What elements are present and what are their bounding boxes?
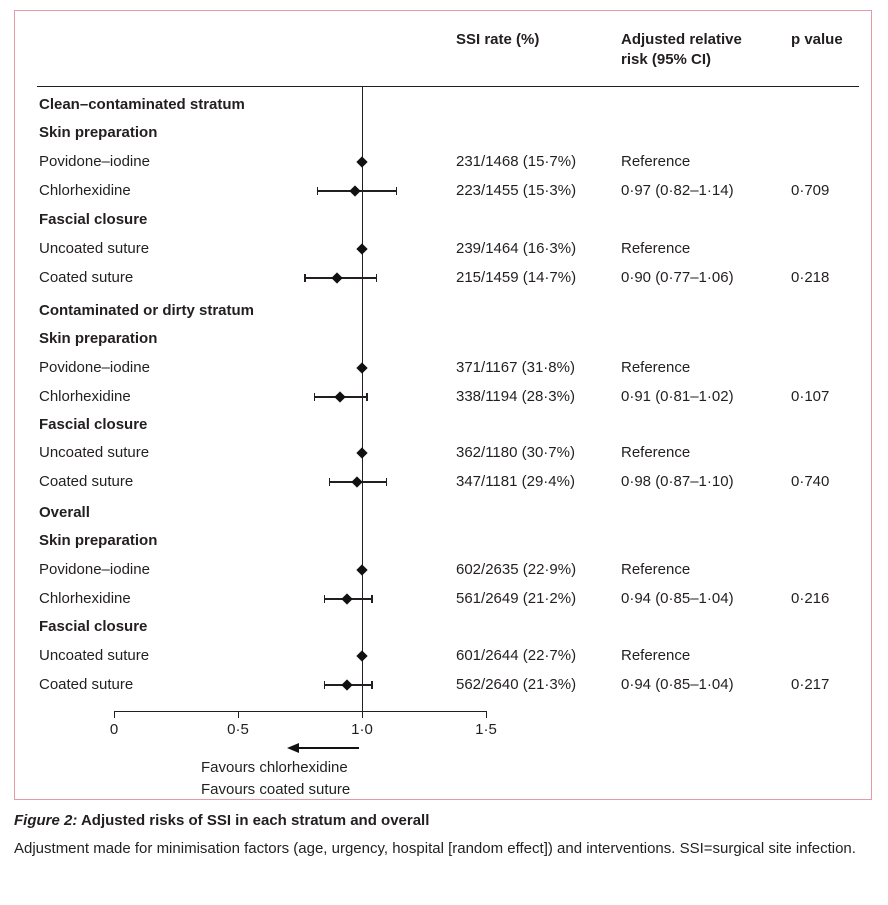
ssi-rate-value: 601/2644 (22·7%) [456, 647, 577, 664]
relative-risk-value: 0·97 (0·82–1·14) [621, 182, 734, 199]
ci-cap-low [314, 393, 316, 401]
ssi-rate-value: 371/1167 (31·8%) [456, 359, 575, 376]
favours-label-coated-suture: Favours coated suture [201, 781, 351, 798]
row-label: Uncoated suture [39, 444, 150, 461]
x-axis-tick-mark [362, 711, 364, 718]
x-axis-tick-label: 1·0 [351, 721, 373, 738]
ssi-rate-value: 223/1455 (15·3%) [456, 182, 577, 199]
favours-label-chlorhexidine: Favours chlorhexidine [201, 759, 348, 776]
section-label: Skin preparation [39, 330, 158, 347]
relative-risk-value: 0·94 (0·85–1·04) [621, 590, 734, 607]
favours-arrow-head-icon [287, 742, 299, 753]
ssi-rate-value: 239/1464 (16·3%) [456, 240, 577, 257]
section-label: Skin preparation [39, 532, 158, 549]
ci-cap-low [304, 274, 306, 282]
row-label: Uncoated suture [39, 647, 150, 664]
relative-risk-value: Reference [621, 240, 691, 257]
header-divider-line [37, 86, 859, 88]
row-label: Povidone–iodine [39, 359, 150, 376]
x-axis-tick-label: 1·5 [475, 721, 497, 738]
figure-caption-note: Adjustment made for minimisation factors… [14, 840, 856, 857]
x-axis-tick-label: 0·5 [227, 721, 249, 738]
ssi-rate-value: 347/1181 (29·4%) [456, 473, 575, 490]
figure-title-text: Adjusted risks of SSI in each stratum an… [77, 812, 430, 829]
p-value: 0·740 [791, 473, 830, 490]
p-value: 0·107 [791, 388, 830, 405]
relative-risk-value: Reference [621, 444, 691, 461]
ci-cap-high [376, 274, 378, 282]
ssi-rate-value: 362/1180 (30·7%) [456, 444, 575, 461]
ci-cap-low [316, 187, 318, 195]
relative-risk-value: Reference [621, 359, 691, 376]
figure-caption: Figure 2: Adjusted risks of SSI in each … [14, 810, 876, 860]
ci-cap-low [324, 681, 326, 689]
p-value: 0·217 [791, 676, 830, 693]
p-value: 0·216 [791, 590, 830, 607]
figure-number-label: Figure 2: [14, 812, 78, 829]
section-label: Contaminated or dirty stratum [39, 302, 255, 319]
relative-risk-value: 0·98 (0·87–1·10) [621, 473, 734, 490]
forest-plot-rows-layer: Clean–contaminated stratum Skin preparati… [15, 11, 871, 799]
favours-arrow-shaft [298, 747, 359, 749]
relative-risk-value: 0·94 (0·85–1·04) [621, 676, 734, 693]
x-axis-ticks-layer: 0 0·5 1·0 1·5 [15, 11, 871, 799]
ssi-rate-value: 561/2649 (21·2%) [456, 590, 577, 607]
ci-cap-high [366, 393, 368, 401]
forest-plot-figure-panel: SSI rate (%) Adjusted relative risk (95%… [14, 10, 872, 800]
relative-risk-value: Reference [621, 647, 691, 664]
x-axis-tick-mark [114, 711, 116, 718]
section-label: Skin preparation [39, 124, 158, 141]
section-label: Fascial closure [39, 416, 148, 433]
ci-cap-low [329, 478, 331, 486]
row-label: Chlorhexidine [39, 182, 131, 199]
section-label: Overall [39, 504, 90, 521]
x-axis-tick-mark [486, 711, 488, 718]
reference-line-rr-1 [362, 86, 364, 711]
ci-cap-high [371, 595, 373, 603]
relative-risk-value: Reference [621, 561, 691, 578]
ssi-rate-value: 602/2635 (22·9%) [456, 561, 577, 578]
ci-cap-low [324, 595, 326, 603]
row-label: Chlorhexidine [39, 590, 131, 607]
x-axis-line [114, 711, 487, 713]
row-label: Povidone–iodine [39, 561, 150, 578]
section-label: Clean–contaminated stratum [39, 96, 245, 113]
ci-cap-high [396, 187, 398, 195]
row-label: Coated suture [39, 473, 134, 490]
row-label: Chlorhexidine [39, 388, 131, 405]
figure-caption-title-line: Figure 2: Adjusted risks of SSI in each … [14, 810, 876, 831]
x-axis-tick-mark [238, 711, 240, 718]
section-label: Fascial closure [39, 618, 148, 635]
p-value: 0·709 [791, 182, 830, 199]
p-value: 0·218 [791, 269, 830, 286]
ssi-rate-value: 215/1459 (14·7%) [456, 269, 577, 286]
row-label: Coated suture [39, 676, 134, 693]
column-header-p-value: p value [791, 31, 843, 48]
relative-risk-value: 0·91 (0·81–1·02) [621, 388, 734, 405]
ci-cap-high [371, 681, 373, 689]
ssi-rate-value: 231/1468 (15·7%) [456, 153, 577, 170]
row-label: Uncoated suture [39, 240, 150, 257]
row-label: Povidone–iodine [39, 153, 150, 170]
section-label: Fascial closure [39, 211, 148, 228]
ssi-rate-value: 338/1194 (28·3%) [456, 388, 575, 405]
relative-risk-value: Reference [621, 153, 691, 170]
column-header-ssi-rate: SSI rate (%) [456, 31, 540, 48]
ssi-rate-value: 562/2640 (21·3%) [456, 676, 577, 693]
column-header-adjusted-relative-risk: Adjusted relative risk (95% CI) [621, 31, 742, 68]
relative-risk-value: 0·90 (0·77–1·06) [621, 269, 734, 286]
x-axis-tick-label: 0 [109, 721, 119, 738]
row-label: Coated suture [39, 269, 134, 286]
ci-cap-high [386, 478, 388, 486]
